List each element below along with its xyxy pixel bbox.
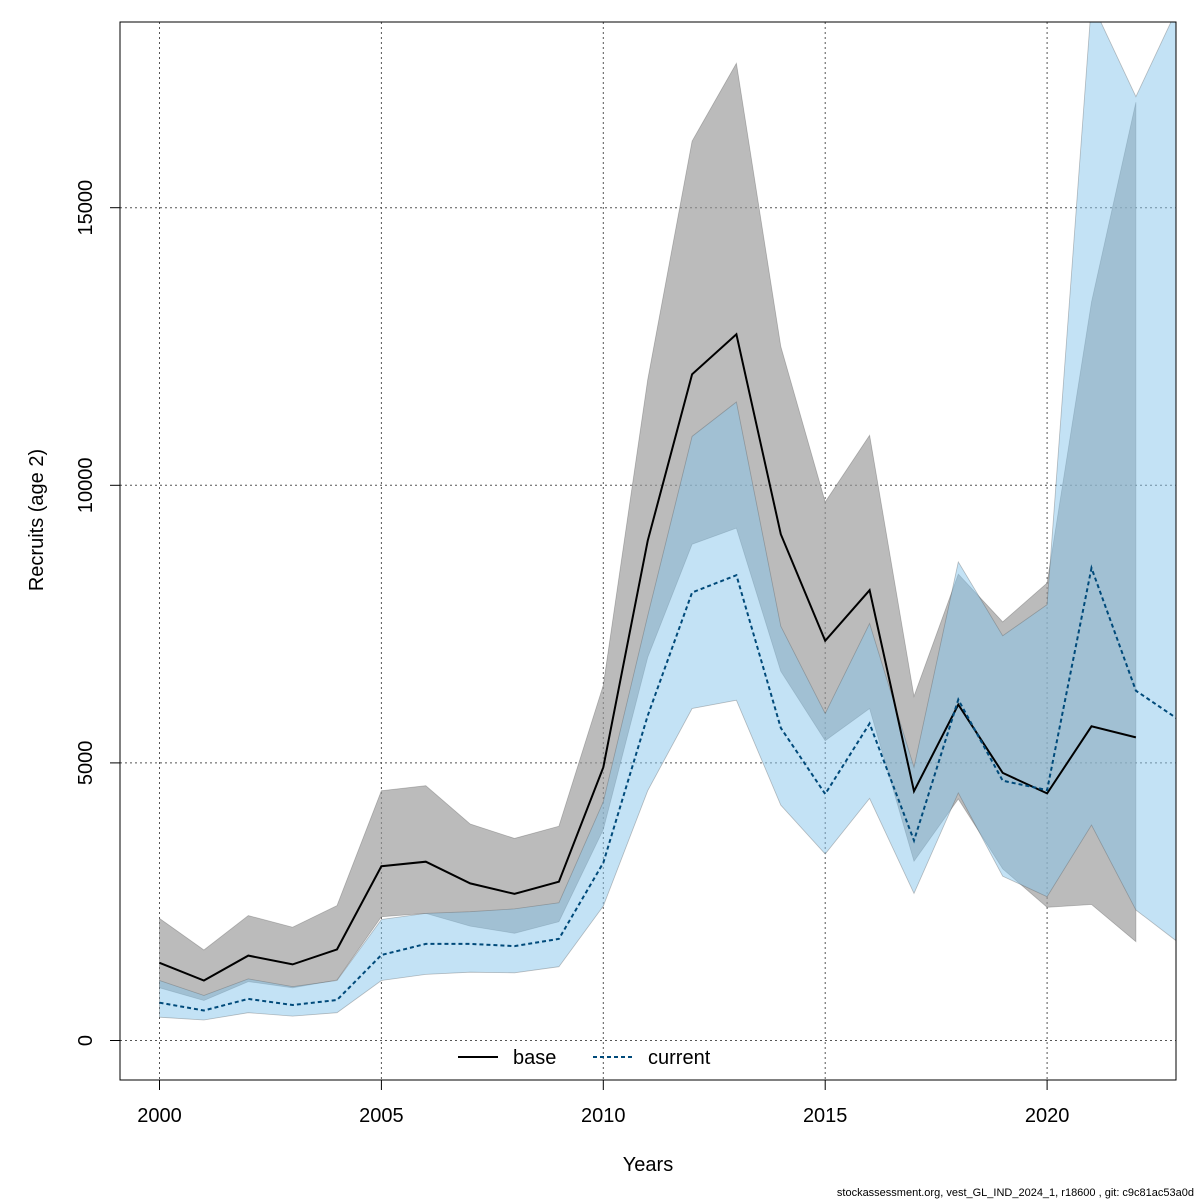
y-tick-label: 15000 (75, 180, 97, 236)
confidence-bands (159, 22, 1176, 1021)
x-tick-label: 2000 (137, 1105, 182, 1127)
footer-text: stockassessment.org, vest_GL_IND_2024_1,… (837, 1187, 1194, 1199)
x-tick-label: 2005 (359, 1105, 404, 1127)
y-axis-title: Recruits (age 2) (26, 449, 48, 591)
series-line-base (159, 332, 1137, 982)
x-tick-label: 2015 (803, 1105, 848, 1127)
y-tick-label: 10000 (75, 457, 97, 513)
confidence-band-base (159, 62, 1137, 1001)
confidence-band-current (159, 22, 1176, 1021)
legend: base current (458, 1047, 711, 1069)
x-axis: 2000 2005 2010 2015 2020 (137, 1079, 1070, 1127)
y-axis: 0 5000 10000 15000 (75, 180, 121, 1046)
x-axis-title: Years (623, 1154, 673, 1176)
x-tick-label: 2020 (1025, 1105, 1070, 1127)
legend-label-base: base (513, 1047, 556, 1069)
y-tick-label: 5000 (75, 741, 97, 786)
legend-label-current: current (648, 1047, 711, 1069)
series-lines (159, 332, 1176, 1012)
x-tick-label: 2010 (581, 1105, 626, 1127)
y-tick-label: 0 (75, 1035, 97, 1046)
series-line-current (159, 564, 1176, 1012)
